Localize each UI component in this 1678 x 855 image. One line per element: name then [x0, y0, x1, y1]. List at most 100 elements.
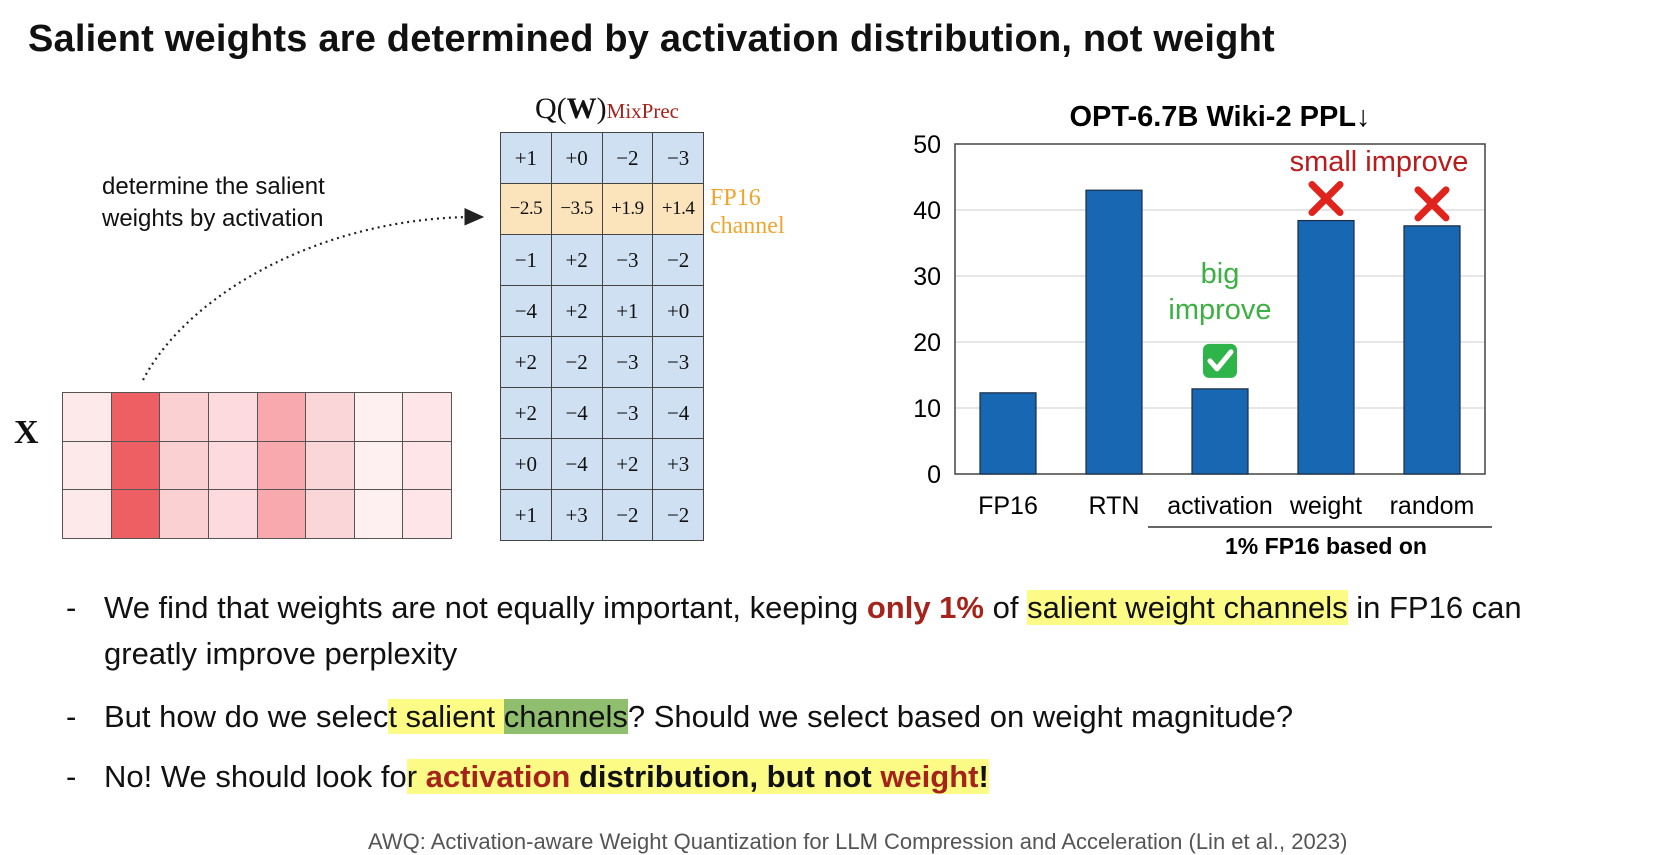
fp16-channel-label: FP16 channel [710, 184, 785, 240]
activation-cell [403, 441, 452, 491]
activation-cell [208, 441, 258, 491]
fp16-label-line-1: FP16 [710, 185, 761, 211]
citation: AWQ: Activation-aware Weight Quantizatio… [368, 829, 1348, 854]
weight-cell: +0 [500, 438, 552, 490]
x-tick-label: random [1390, 492, 1475, 520]
activation-cell [160, 490, 209, 539]
bullet-1-text-a: We find that weights are not equally imp… [104, 590, 867, 625]
weight-cell: −3.5 [550, 183, 603, 235]
slide-title: Salient weights are determined by activa… [28, 18, 1275, 60]
y-tick-label: 0 [927, 461, 941, 489]
big-improve-label: improve [1168, 294, 1271, 326]
activation-cell [306, 393, 355, 442]
y-tick-label: 10 [913, 395, 941, 423]
activation-cell [257, 441, 307, 491]
bullet-2-green-highlight: channels [503, 699, 628, 734]
weight-cell: −4 [500, 285, 552, 337]
bullet-1: We find that weights are not equally imp… [104, 585, 1522, 631]
weight-row: +1 +3 −2 −2 [500, 489, 704, 541]
weight-row: +2 −2 −3 −3 [500, 336, 704, 388]
weight-cell: −3 [652, 132, 704, 184]
bullet-3: No! We should look for activation distri… [104, 754, 989, 800]
bullet-3-exclaim: ! [978, 759, 989, 794]
x-tick-label: activation [1167, 492, 1273, 520]
cross-mark-icon [1414, 186, 1450, 222]
annotation-text: determine the salient weights by activat… [102, 171, 325, 235]
bullet-3-text-b: r [406, 759, 426, 794]
activation-cell [257, 490, 307, 539]
activation-cell [111, 393, 161, 442]
weight-cell: −4 [550, 438, 603, 490]
bullet-2-text-d: ? Should we select based on weight magni… [627, 699, 1294, 734]
weight-cell: −3 [652, 336, 704, 388]
weight-cell: +2 [500, 387, 552, 439]
bullet-3-text-d: distribution, but not [570, 759, 881, 794]
weight-cell: +1 [500, 132, 552, 184]
weight-row: +2 −4 −3 −4 [500, 387, 704, 439]
weight-cell: +2 [550, 234, 603, 286]
qw-prefix: Q( [535, 92, 567, 125]
weight-cell: +0 [550, 132, 603, 184]
bullet-2-highlight: t salient [388, 699, 504, 734]
bullet-2: But how do we select salient channels? S… [104, 694, 1293, 740]
bullet-3-highlight: r activation distribution, but not weigh… [406, 759, 989, 794]
weight-row: −4 +2 +1 +0 [500, 285, 704, 337]
bullet-2-text-a: But how do we selec [104, 699, 389, 734]
weight-cell: −2 [601, 132, 654, 184]
bullet-3-text-a: No! We should look fo [104, 759, 407, 794]
activation-cell [354, 441, 404, 491]
qw-subscript: MixPrec [606, 99, 679, 123]
salient-weight-row: −2.5 −3.5 +1.9 +1.4 [500, 183, 704, 235]
bullet-1-text-c: of [983, 590, 1028, 625]
weight-cell: −4 [652, 387, 704, 439]
activation-cell [63, 490, 112, 539]
activation-cell [111, 490, 161, 539]
activation-cell [354, 490, 404, 539]
weight-cell: +2 [601, 438, 654, 490]
chart-title: OPT-6.7B Wiki-2 PPL↓ [1069, 101, 1370, 133]
bullet-dash-3: - [66, 759, 77, 794]
weight-cell: −3 [601, 387, 654, 439]
bullet-1-line-2: greatly improve perplexity [104, 636, 458, 671]
bullet-3-activation: activation [425, 759, 571, 794]
y-tick-label: 20 [913, 329, 941, 357]
bar-RTN [1085, 189, 1143, 475]
weight-row: +1 +0 −2 −3 [500, 132, 704, 184]
bullet-dash-1: - [66, 590, 77, 625]
bullet-dash-2: - [66, 699, 77, 734]
qw-w: W [566, 92, 597, 125]
y-tick-label: 50 [913, 131, 941, 159]
activation-cell [208, 393, 258, 442]
small-improve-label: small improve [1290, 146, 1469, 178]
weight-cell: +2 [550, 285, 603, 337]
weight-cell: +3 [550, 489, 603, 541]
weight-row: −1 +2 −3 −2 [500, 234, 704, 286]
bar-FP16 [979, 392, 1037, 475]
weight-cell: −2 [601, 489, 654, 541]
bullet-1-highlight: salient weight channels [1027, 590, 1348, 625]
activation-cell [63, 393, 112, 442]
weight-cell: −2 [652, 489, 704, 541]
weight-cell: −3 [601, 336, 654, 388]
qw-suffix: ) [596, 92, 607, 125]
big-improve-label: big [1201, 258, 1240, 290]
weight-cell: −2.5 [500, 183, 552, 235]
activation-cell [208, 490, 258, 539]
bar-activation [1191, 388, 1249, 475]
x-tick-label: RTN [1089, 492, 1140, 520]
weight-cell: −1 [500, 234, 552, 286]
weight-cell: +1.4 [652, 183, 704, 235]
weight-cell: +0 [652, 285, 704, 337]
weight-cell: +2 [500, 336, 552, 388]
perplexity-bar-chart: OPT-6.7B Wiki-2 PPL↓ 0 10 20 30 40 50 FP16 RTN ac… [913, 101, 1492, 559]
weight-cell: +3 [652, 438, 704, 490]
activation-cell [160, 393, 209, 442]
activation-matrix [62, 392, 452, 539]
y-tick-label: 30 [913, 263, 941, 291]
weight-cell: +1 [601, 285, 654, 337]
activation-cell [306, 490, 355, 539]
x-tick-label: weight [1289, 492, 1362, 520]
activation-cell [306, 441, 355, 491]
bar-random [1403, 225, 1461, 475]
